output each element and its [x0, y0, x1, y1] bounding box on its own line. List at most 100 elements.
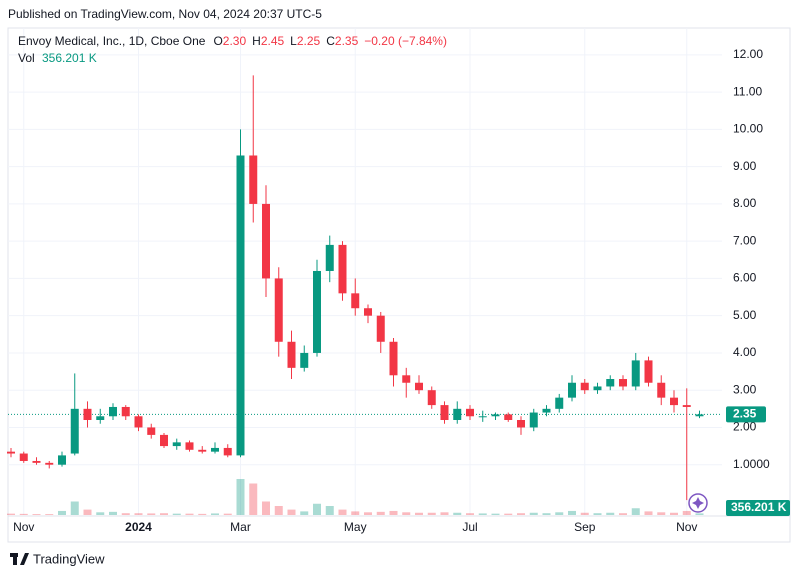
volume-bar: [580, 512, 589, 515]
volume-bar: [670, 512, 678, 515]
ohlc-value: 2.30: [223, 34, 247, 48]
candle-body: [568, 382, 576, 398]
candle-body: [504, 414, 513, 420]
volume-bar: [644, 511, 653, 515]
y-tick-label: 11.00: [733, 84, 762, 98]
volume-bar: [83, 509, 92, 515]
candle-body: [670, 397, 678, 406]
candle-body: [262, 203, 270, 279]
volume-value: 356.201 K: [42, 51, 97, 65]
brand-logo: [20, 553, 29, 565]
candle-body: [376, 315, 385, 342]
candle-body: [491, 414, 500, 417]
brand-name: TradingView: [33, 551, 105, 566]
last-price-label: 2.35: [733, 407, 757, 421]
volume-bar: [160, 513, 168, 515]
volume-bar: [185, 513, 194, 515]
candle-body: [338, 244, 347, 294]
brand-logo: [13, 553, 17, 565]
grid: [8, 28, 722, 515]
candle-body: [644, 360, 653, 383]
volume-bar: [619, 513, 627, 515]
volume-bar: [96, 512, 105, 515]
candle-body: [478, 416, 487, 418]
volume-bar: [313, 503, 321, 515]
brand: TradingView: [10, 551, 105, 566]
volume-bar: [606, 512, 615, 515]
candle-body: [223, 447, 232, 456]
volume-bar: [70, 501, 79, 515]
candle-body: [619, 379, 627, 387]
candle-body: [160, 434, 168, 447]
x-tick-label: Sep: [574, 520, 596, 534]
volume-bar: [682, 510, 691, 515]
volume-bar: [274, 506, 283, 515]
candle-body: [274, 278, 283, 342]
candle-body: [19, 453, 28, 461]
volume-bar: [45, 514, 54, 515]
candle-body: [657, 382, 666, 398]
x-tick-label: Nov: [676, 520, 697, 534]
volume-bar: [249, 483, 258, 515]
candle-body: [580, 382, 589, 391]
candle-body: [300, 352, 309, 368]
volume-bar: [223, 513, 232, 515]
volume-bar: [32, 514, 41, 515]
volume-badge: [726, 500, 790, 516]
y-tick-label: 5.00: [733, 308, 757, 322]
candle-body: [211, 447, 219, 452]
volume-bar: [657, 512, 666, 515]
y-tick-label: 4.00: [733, 345, 757, 359]
x-tick-label: May: [344, 520, 367, 534]
candle-body: [415, 382, 423, 391]
volume-bar: [109, 511, 117, 515]
candle-body: [58, 455, 66, 465]
volume-bar: [593, 513, 602, 515]
candle-body: [236, 155, 245, 456]
last-price-badge: [726, 406, 766, 423]
volume-bar: [440, 512, 449, 515]
candle-body: [389, 341, 398, 376]
volume-bar: [338, 509, 347, 515]
volume-bar: [389, 510, 398, 515]
volume-bar: [236, 479, 245, 515]
candle-body: [466, 408, 474, 417]
candle-body: [198, 449, 207, 452]
volume-bar: [364, 512, 372, 515]
volume-bar: [351, 511, 360, 515]
volume-bar: [529, 512, 538, 515]
candle-body: [45, 462, 54, 465]
candle-body: [427, 390, 436, 406]
candle-body: [287, 341, 296, 368]
volume-badge-label: 356.201 K: [731, 500, 787, 514]
candle-body: [121, 406, 130, 417]
candle-body: [32, 460, 41, 463]
x-tick-label: 2024: [125, 520, 152, 534]
volume-bar: [58, 510, 66, 515]
candle-body: [109, 406, 117, 417]
candle-body: [7, 451, 15, 454]
candle-body: [402, 375, 411, 383]
volume-bar: [427, 512, 436, 515]
ohlc-label: O: [213, 34, 222, 48]
volume-bar: [7, 513, 15, 515]
volume-bar: [695, 513, 704, 515]
candle-body: [134, 416, 143, 428]
candle-body: [249, 155, 258, 204]
ohlc-value: 2.35: [335, 34, 359, 48]
volume-bar: [504, 513, 513, 515]
candle-body: [631, 360, 640, 387]
volume-bar: [198, 513, 207, 515]
candle-body: [517, 420, 525, 428]
y-tick-label: 9.00: [733, 159, 757, 173]
volume-bar: [147, 513, 156, 515]
volume-bar: [466, 513, 474, 515]
published-note: Published on TradingView.com, Nov 04, 20…: [8, 7, 322, 21]
candle-body: [351, 293, 360, 309]
candle-body: [364, 308, 372, 316]
candle-body: [555, 397, 564, 409]
volume-bar: [402, 512, 411, 515]
event-icon-star: [692, 497, 704, 509]
candle-body: [440, 405, 449, 420]
